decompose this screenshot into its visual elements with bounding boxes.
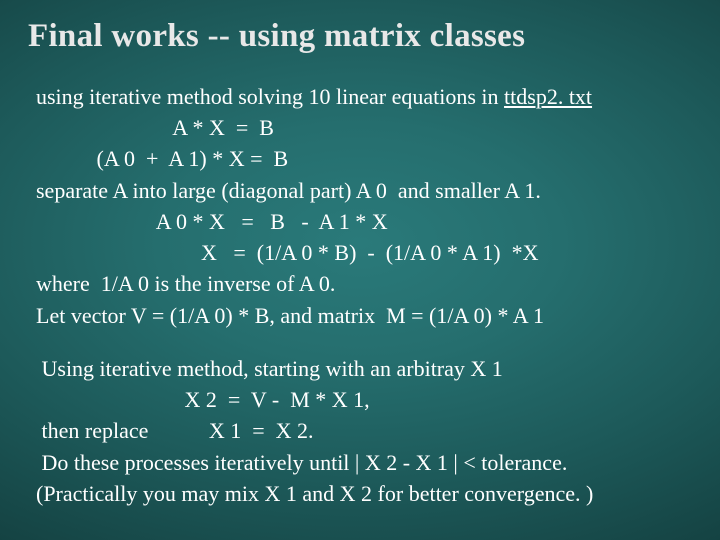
b1-line3: (A 0 + A 1) * X = B <box>36 143 692 174</box>
slide: Final works -- using matrix classes usin… <box>0 0 720 540</box>
body-block-2: Using iterative method, starting with an… <box>36 353 692 509</box>
b2-line2: X 2 = V - M * X 1, <box>36 384 692 415</box>
b2-line3: then replace X 1 = X 2. <box>36 415 692 446</box>
slide-title: Final works -- using matrix classes <box>28 18 692 55</box>
b2-line5: (Practically you may mix X 1 and X 2 for… <box>36 478 692 509</box>
b1-l1-prefix: using iterative method solving 10 linear… <box>36 84 504 109</box>
filename-underline: ttdsp2. txt <box>504 84 592 109</box>
b2-line1: Using iterative method, starting with an… <box>36 353 692 384</box>
b1-line4: separate A into large (diagonal part) A … <box>36 175 692 206</box>
b1-line5: A 0 * X = B - A 1 * X <box>36 206 692 237</box>
b1-line2: A * X = B <box>36 112 692 143</box>
b1-line8: Let vector V = (1/A 0) * B, and matrix M… <box>36 300 692 331</box>
b2-line4: Do these processes iteratively until | X… <box>36 447 692 478</box>
b1-line6: X = (1/A 0 * B) - (1/A 0 * A 1) *X <box>36 237 692 268</box>
body-block-1: using iterative method solving 10 linear… <box>36 81 692 331</box>
b1-line7: where 1/A 0 is the inverse of A 0. <box>36 268 692 299</box>
b1-line1: using iterative method solving 10 linear… <box>36 81 692 112</box>
